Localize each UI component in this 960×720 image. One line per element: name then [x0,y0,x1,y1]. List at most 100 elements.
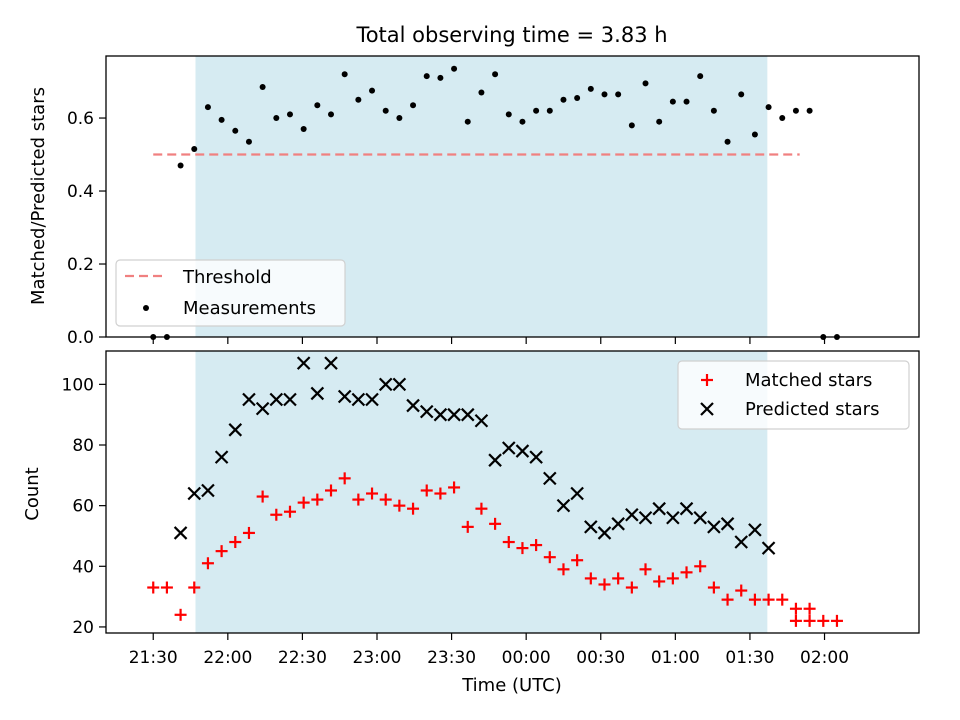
cross-b [201,483,215,498]
measurement-point [642,80,649,87]
matched-star-point [789,614,802,627]
legend-predicted-swatch [700,402,714,416]
measurement-point [478,89,485,96]
predicted-star-point [543,471,557,486]
predicted-star-point [255,401,270,416]
top-y-tick-label: 0.2 [67,255,94,275]
measurement-point [423,73,430,80]
top-panel: 0.0 0.2 0.4 0.6 Threshold Measurements [67,55,920,348]
legend-threshold-label: Threshold [182,267,272,288]
bottom-x-tick-label: 21:30 [129,648,178,668]
measurement-point [464,118,471,125]
matched-star-point [543,551,556,564]
predicted-star-point [679,501,694,516]
predicted-star-point [228,423,243,437]
cross-b [679,501,694,516]
cross-b [433,407,448,422]
measurement-point [314,102,321,109]
predicted-star-point [666,510,680,525]
cross-b [283,392,297,407]
predicted-star-point [474,413,489,428]
top-legend-box [115,259,346,327]
predicted-star-point [720,517,735,531]
matched-star-point [762,593,775,606]
measurement-point [533,107,540,114]
measurement-point [355,96,362,103]
matched-star-point [639,563,652,576]
matched-star-point [735,584,748,597]
measurement-point [286,111,293,118]
measurement-point [519,118,526,125]
matched-star-point [407,502,420,515]
measurement-point [437,74,444,81]
matched-star-point [557,563,570,576]
predicted-star-point [501,441,516,455]
matched-star-point [721,593,734,606]
matched-star-point [188,581,201,594]
measurement-point [341,71,348,78]
matched-star-point [571,554,584,567]
matched-star-point [311,493,324,506]
predicted-star-point [187,486,202,501]
matched-star-point [489,517,502,530]
matched-star-point [325,484,338,497]
matched-star-point [256,490,269,503]
cross-b [460,407,475,422]
cross-b [406,398,420,413]
matched-star-point [748,593,761,606]
matched-star-point [830,614,843,627]
measurement-point [615,91,622,98]
matched-star-point [270,508,283,521]
measurement-point [259,84,266,91]
cross-b [488,453,502,467]
predicted-star-point [761,541,776,555]
predicted-star-point [296,356,311,370]
bottom-y-tick-label: 80 [72,436,94,456]
measurement-point [724,138,731,145]
matched-star-point [242,526,255,539]
matched-star-point [174,608,187,621]
cross-b [700,402,714,416]
bottom-x-tick-label: 00:30 [576,648,625,668]
predicted-star-point [173,526,188,540]
matched-star-point [803,602,816,615]
measurement-point [697,73,704,80]
measurement-point [492,71,499,78]
predicted-star-point [611,517,625,531]
predicted-star-point [214,450,229,464]
cross-b [761,541,776,555]
predicted-star-point [406,398,420,413]
cross-b [707,520,721,534]
predicted-star-point [529,450,543,464]
bottom-y-axis-label: Count [22,467,43,520]
cross-b [269,392,284,407]
predicted-star-point [734,535,749,549]
bottom-legend-box [677,360,910,430]
top-legend: Threshold Measurements [115,259,346,327]
matched-star-point [502,536,515,549]
matched-star-point [283,505,296,518]
bottom-panel: 20 40 60 80 100 21:30 22:00 22:30 23:00 23:30 00:0… [62,350,920,668]
predicted-star-point [283,392,297,407]
measurement-point [369,87,376,94]
matched-star-point [612,572,625,585]
measurement-point [505,111,512,118]
matched-star-point [530,539,543,552]
matched-star-point [448,481,461,494]
matched-star-point [229,536,242,549]
matched-star-point [393,499,406,512]
measurement-point [204,104,211,111]
predicted-star-point [570,486,584,501]
measurement-point [273,115,280,122]
bottom-y-tick-label: 100 [62,375,94,395]
cross-b [666,510,680,525]
matched-star-point [160,581,173,594]
cross-b [543,471,557,486]
cross-b [447,407,461,422]
bottom-legend: Matched stars Predicted stars [677,360,910,430]
matched-star-point [666,572,679,585]
cross-b [187,486,202,501]
predicted-star-point [707,520,721,534]
bottom-y-tick-label: 60 [72,497,94,517]
